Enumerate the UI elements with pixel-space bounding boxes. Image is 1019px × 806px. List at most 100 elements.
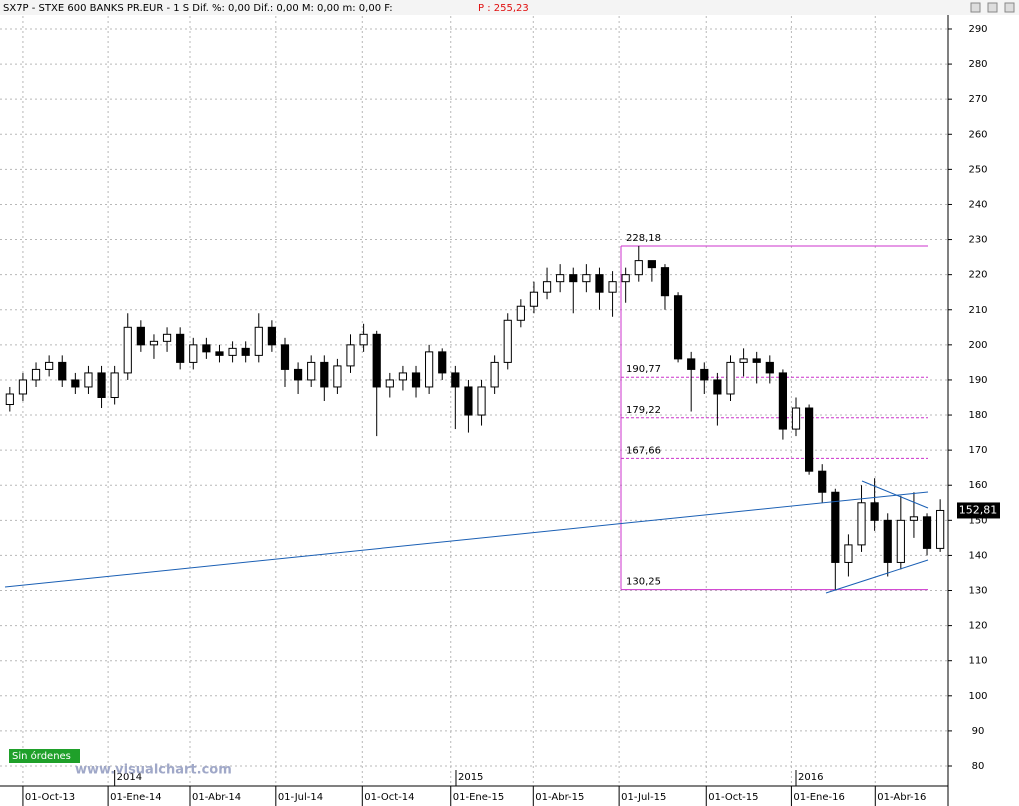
- candle-body: [84, 372, 93, 388]
- candle-body: [333, 365, 342, 388]
- candle-body: [438, 351, 447, 374]
- triangle-lower: [825, 559, 929, 594]
- candle-body: [778, 372, 788, 430]
- candle-body: [700, 368, 709, 381]
- candle-body: [123, 326, 132, 374]
- y-tick-label: 190: [968, 375, 987, 386]
- candle-body: [713, 379, 722, 395]
- x-tick-label: 01-Ene-16: [793, 792, 844, 803]
- x-tick-label: 01-Abr-16: [877, 792, 926, 803]
- last-price-label: 152,81: [959, 503, 998, 516]
- window-controls[interactable]: [970, 2, 1015, 13]
- y-tick-label: 280: [968, 59, 987, 70]
- symbol-info: SX7P - STXE 600 BANKS PR.EUR - 1 S Dif. …: [3, 3, 393, 14]
- candle-body: [18, 379, 28, 395]
- price-label: P : 255,23: [478, 3, 529, 14]
- candle-body: [634, 260, 643, 276]
- orders-button[interactable]: [9, 749, 80, 763]
- candle-body: [45, 361, 54, 370]
- x-tick-label: 01-Ene-14: [110, 792, 161, 803]
- minimize[interactable]: [970, 2, 981, 13]
- y-tick-label: 290: [968, 24, 987, 35]
- candle-body: [529, 291, 539, 307]
- candle-body: [739, 358, 748, 363]
- candle-body: [385, 379, 394, 388]
- candle-body: [936, 509, 945, 549]
- candle-body: [660, 267, 670, 297]
- x-tick-label: 01-Ene-15: [453, 792, 504, 803]
- y-tick-label: 90: [972, 726, 985, 737]
- y-tick-label: 110: [968, 656, 987, 667]
- x-tick-label: 01-Jul-15: [621, 792, 666, 803]
- candle-body: [687, 358, 696, 370]
- level-label: 179,22: [626, 405, 661, 416]
- orders-button-label[interactable]: Sin órdenes: [12, 750, 71, 762]
- y-tick-label: 150: [968, 515, 987, 526]
- candle-body: [307, 361, 316, 381]
- x-tick-label: 01-Abr-14: [192, 792, 241, 803]
- header-bar: [0, 0, 1019, 15]
- candle-body: [883, 519, 892, 563]
- x-tick-label: 01-Oct-15: [708, 792, 758, 803]
- maximize[interactable]: [987, 2, 998, 13]
- y-tick-label: 120: [968, 621, 987, 632]
- candle-body: [464, 386, 473, 416]
- candle-body: [516, 305, 525, 321]
- last-price-box: [957, 502, 1000, 519]
- level-label: 130,25: [626, 577, 661, 588]
- candle-body: [791, 407, 801, 430]
- candle-body: [359, 333, 368, 346]
- candle-body: [280, 344, 290, 370]
- level-label: 228,18: [626, 233, 661, 244]
- level-label: 190,77: [626, 364, 661, 375]
- candle-body: [228, 347, 237, 356]
- candle-body: [162, 333, 172, 342]
- candle-body: [582, 274, 591, 283]
- x-tick-label: 01-Jul-14: [278, 792, 323, 803]
- y-tick-label: 220: [968, 270, 987, 281]
- candle-body: [398, 372, 408, 381]
- candle-body: [202, 344, 211, 353]
- x-tick-label: 01-Oct-13: [25, 792, 75, 803]
- candle-body: [896, 519, 905, 563]
- candle-body: [608, 281, 617, 293]
- candle-body: [97, 372, 106, 398]
- candle-body: [805, 407, 814, 472]
- candle-body: [909, 516, 919, 521]
- y-tick-label: 170: [968, 445, 987, 456]
- year-label: 2015: [458, 772, 483, 783]
- plot: 80 90 100 110 120 130 140 150 160 170 180 190 200 210…: [0, 16, 988, 806]
- candle-body: [241, 347, 250, 356]
- candle-body: [110, 372, 119, 398]
- candle-body: [176, 333, 185, 363]
- y-tick-label: 210: [968, 305, 987, 316]
- close[interactable]: [1004, 2, 1015, 13]
- candle-body: [320, 361, 329, 388]
- candle-body: [411, 372, 421, 388]
- y-tick-label: 260: [968, 129, 987, 140]
- candle-body: [922, 516, 932, 549]
- candle-body: [254, 326, 263, 356]
- candle-body: [215, 351, 224, 356]
- y-tick-label: 140: [968, 550, 987, 561]
- candle-body: [5, 393, 14, 406]
- y-tick-label: 200: [968, 340, 987, 351]
- candle-body: [556, 274, 565, 283]
- candle-body: [870, 502, 879, 521]
- candle-body: [31, 368, 41, 381]
- y-tick-label: 250: [968, 164, 987, 175]
- candle-body: [857, 502, 866, 546]
- watermark: www.visualchart.com: [75, 763, 232, 778]
- candle-body: [189, 344, 198, 363]
- candle-body: [490, 361, 499, 388]
- triangle-upper: [861, 480, 929, 509]
- candle-body: [726, 361, 735, 395]
- candle-body: [346, 344, 355, 367]
- year-label: 2016: [798, 772, 823, 783]
- y-tick-label: 230: [968, 235, 987, 246]
- y-tick-label: 160: [968, 480, 987, 491]
- y-tick-label: 240: [968, 199, 987, 210]
- candle-body: [595, 274, 604, 293]
- candle-body: [149, 340, 159, 346]
